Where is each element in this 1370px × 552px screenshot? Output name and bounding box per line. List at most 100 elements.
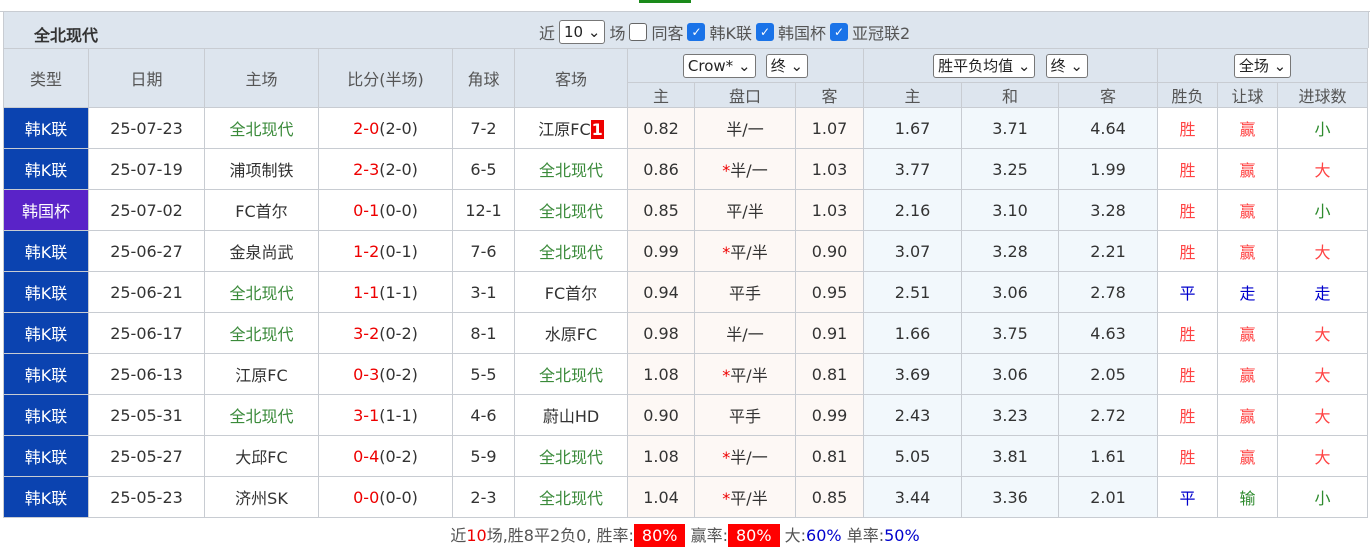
home-team-link[interactable]: 全北现代 bbox=[229, 407, 294, 426]
league-checkbox-k[interactable]: ✓ bbox=[687, 23, 706, 41]
avg-draw: 3.81 bbox=[961, 435, 1059, 477]
odds-home: 0.94 bbox=[627, 271, 695, 313]
summary-text: 大: bbox=[784, 526, 807, 545]
table-row: 韩K联 25-05-27 大邱FC 0-4(0-2) 5-9 全北现代 1.08 *半/一 0.… bbox=[3, 435, 1369, 477]
odds-header: Crow* ⌄ 终 ⌄ bbox=[627, 48, 864, 83]
full-score[interactable]: 0-1 bbox=[353, 200, 380, 220]
match-date: 25-05-23 bbox=[88, 476, 205, 518]
away-team-link[interactable]: 全北现代 bbox=[538, 448, 603, 467]
away-team-link[interactable]: 全北现代 bbox=[538, 161, 603, 180]
subheader: 客 bbox=[1057, 82, 1159, 108]
full-score[interactable]: 2-0 bbox=[353, 118, 380, 138]
avg-home: 3.69 bbox=[863, 353, 962, 395]
full-score[interactable]: 1-2 bbox=[353, 241, 380, 261]
away-team: 全北现代 bbox=[514, 148, 628, 190]
odds-home: 1.04 bbox=[627, 476, 695, 518]
odds-away: 1.07 bbox=[795, 107, 864, 149]
summary-text: 近 bbox=[450, 526, 467, 545]
odds-line: 半/一 bbox=[694, 312, 796, 354]
home-team-link[interactable]: 全北现代 bbox=[229, 284, 294, 303]
home-team-link[interactable]: 全北现代 bbox=[229, 325, 294, 344]
away-team: 江原FC1 bbox=[514, 107, 628, 149]
company-select[interactable]: Crow* ⌄ bbox=[682, 53, 756, 78]
match-type: 韩K联 bbox=[3, 394, 89, 436]
corner: 7-6 bbox=[452, 230, 515, 272]
odds-line: *平/半 bbox=[694, 353, 796, 395]
col-type: 类型 bbox=[3, 48, 89, 108]
home-team: 金泉尚武 bbox=[204, 230, 319, 272]
odds-line: 平手 bbox=[694, 271, 796, 313]
league-checkbox-acl2[interactable]: ✓ bbox=[830, 23, 848, 41]
match-date: 25-06-17 bbox=[88, 312, 205, 354]
home-team-link[interactable]: FC首尔 bbox=[235, 202, 288, 221]
full-score[interactable]: 0-3 bbox=[353, 364, 380, 384]
match-count-select[interactable]: 10 ⌄ bbox=[559, 20, 606, 44]
result-goals: 大 bbox=[1277, 230, 1369, 272]
full-score[interactable]: 3-2 bbox=[353, 323, 380, 343]
home-team-link[interactable]: 济州SK bbox=[235, 489, 288, 508]
result-wdl: 胜 bbox=[1157, 230, 1219, 272]
result-header: 全场 ⌄ bbox=[1157, 48, 1369, 83]
odds-home: 1.08 bbox=[627, 435, 695, 477]
corner: 5-9 bbox=[452, 435, 515, 477]
table-row: 韩K联 25-05-23 济州SK 0-0(0-0) 2-3 全北现代 1.04 *平/半 0.… bbox=[3, 476, 1369, 518]
odds-line: 平手 bbox=[694, 394, 796, 436]
full-score[interactable]: 3-1 bbox=[353, 405, 380, 425]
avg-stage-select[interactable]: 终 ⌄ bbox=[1045, 53, 1088, 78]
away-team-link[interactable]: 蔚山HD bbox=[542, 407, 600, 426]
away-team-link[interactable]: 水原FC bbox=[544, 325, 598, 344]
home-team-link[interactable]: 江原FC bbox=[235, 366, 288, 385]
home-team-link[interactable]: 浦项制铁 bbox=[229, 161, 294, 180]
active-tab-indicator[interactable] bbox=[639, 0, 691, 3]
full-score[interactable]: 2-3 bbox=[353, 159, 380, 179]
avg-draw: 3.71 bbox=[961, 107, 1059, 149]
avg-away: 2.78 bbox=[1057, 271, 1159, 313]
half-score: (0-2) bbox=[379, 364, 418, 384]
home-team: 济州SK bbox=[204, 476, 319, 518]
away-team-link[interactable]: 全北现代 bbox=[538, 202, 603, 221]
result-goals: 大 bbox=[1277, 435, 1369, 477]
avg-home: 2.51 bbox=[863, 271, 962, 313]
half-score: (0-0) bbox=[379, 487, 418, 507]
avg-away: 4.63 bbox=[1057, 312, 1159, 354]
avg-draw: 3.23 bbox=[961, 394, 1059, 436]
home-team-link[interactable]: 全北现代 bbox=[229, 120, 294, 139]
away-team-link[interactable]: 全北现代 bbox=[538, 489, 603, 508]
away-team-link[interactable]: 全北现代 bbox=[538, 366, 603, 385]
scope-select[interactable]: 全场 ⌄ bbox=[1233, 53, 1292, 78]
same-away-checkbox[interactable] bbox=[629, 23, 648, 41]
odds-home: 0.99 bbox=[627, 230, 695, 272]
odds-stage-select[interactable]: 终 ⌄ bbox=[765, 53, 809, 78]
league-checkbox-cup[interactable]: ✓ bbox=[755, 23, 774, 41]
away-team-link[interactable]: 江原FC bbox=[538, 120, 591, 139]
match-date: 25-06-27 bbox=[88, 230, 205, 272]
full-score[interactable]: 1-1 bbox=[353, 282, 380, 302]
half-score: (2-0) bbox=[379, 159, 418, 179]
avg-select[interactable]: 胜平负均值 ⌄ bbox=[933, 53, 1036, 78]
corner: 8-1 bbox=[452, 312, 515, 354]
away-team-link[interactable]: FC首尔 bbox=[544, 284, 598, 303]
full-score[interactable]: 0-0 bbox=[353, 487, 380, 507]
result-goals: 大 bbox=[1277, 394, 1369, 436]
home-team-link[interactable]: 大邱FC bbox=[235, 448, 288, 467]
odds-home: 0.90 bbox=[627, 394, 695, 436]
col-date: 日期 bbox=[88, 48, 205, 108]
avg-away: 2.01 bbox=[1057, 476, 1159, 518]
full-score[interactable]: 0-4 bbox=[353, 446, 380, 466]
match-type: 韩K联 bbox=[3, 353, 89, 395]
away-team-link[interactable]: 全北现代 bbox=[538, 243, 603, 262]
away-team: FC首尔 bbox=[514, 271, 628, 313]
result-goals: 大 bbox=[1277, 148, 1369, 190]
odds-line: *半/一 bbox=[694, 435, 796, 477]
odds-line: *半/一 bbox=[694, 148, 796, 190]
home-team-link[interactable]: 金泉尚武 bbox=[229, 243, 294, 262]
home-team: FC首尔 bbox=[204, 189, 319, 231]
result-handicap: 走 bbox=[1217, 271, 1279, 313]
home-team: 全北现代 bbox=[204, 312, 319, 354]
subheader: 主 bbox=[627, 82, 695, 108]
avg-home: 1.66 bbox=[863, 312, 962, 354]
league-label: 亚冠联2 bbox=[852, 24, 911, 43]
away-team: 全北现代 bbox=[514, 189, 628, 231]
match-date: 25-05-27 bbox=[88, 435, 205, 477]
result-handicap: 赢 bbox=[1217, 148, 1279, 190]
